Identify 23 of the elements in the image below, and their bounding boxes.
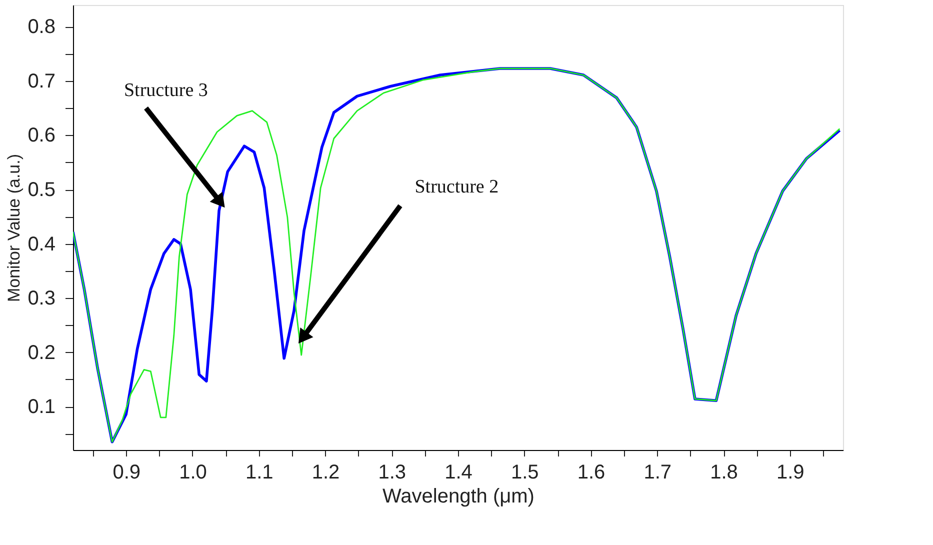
annotation: Structure 2 <box>414 176 499 198</box>
x-tick-label: 1.2 <box>312 462 340 484</box>
y-tick-label: 0.6 <box>28 124 56 147</box>
y-tick-label: 0.4 <box>28 233 56 256</box>
x-tick-label: 1.5 <box>510 462 539 484</box>
x-tick-label: 1.4 <box>444 462 472 484</box>
annotation: Structure 3 <box>124 80 208 101</box>
x-tick-label: 1.7 <box>644 462 672 484</box>
x-tick-label: 0.9 <box>112 462 141 484</box>
x-tick-label: 1.6 <box>577 462 606 484</box>
x-tick-label: 1.8 <box>710 462 738 484</box>
x-tick-label: 1.3 <box>378 462 406 484</box>
y-tick-label: 0.2 <box>28 342 56 364</box>
y-tick-label: 0.1 <box>28 396 56 418</box>
x-tick-label: 1.1 <box>245 462 274 484</box>
y-axis-title: Monitor Value (a.u.) <box>4 154 24 302</box>
y-tick-label: 0.8 <box>28 16 56 38</box>
x-axis-title: Wavelength (μm) <box>382 486 534 508</box>
y-tick-label: 0.5 <box>28 179 56 202</box>
y-tick-label: 0.7 <box>28 70 56 92</box>
x-tick-label: 1.9 <box>776 462 804 484</box>
y-tick-label: 0.3 <box>28 288 56 310</box>
x-tick-label: 1.0 <box>179 462 207 484</box>
